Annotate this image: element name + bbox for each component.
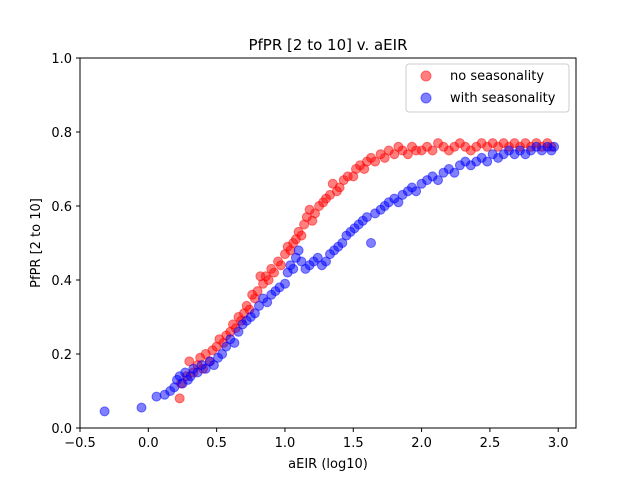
data-point-no-seasonality	[275, 260, 286, 271]
data-point-with-seasonality	[233, 326, 244, 337]
x-tick-label: 0.0	[138, 436, 159, 451]
y-tick-label: 0.4	[51, 274, 72, 289]
data-point-no-seasonality	[174, 393, 185, 404]
data-point-with-seasonality	[136, 402, 147, 413]
data-point-no-seasonality	[252, 286, 263, 297]
data-point-with-seasonality	[549, 141, 560, 152]
data-point-with-seasonality	[411, 186, 422, 197]
legend: no seasonality with seasonality	[405, 63, 570, 113]
data-point-with-seasonality	[229, 337, 240, 348]
data-point-with-seasonality	[361, 212, 372, 223]
data-point-no-seasonality	[402, 149, 413, 160]
y-axis-label: PfPR [2 to 10]	[29, 198, 44, 288]
legend-marker-with-seasonality	[420, 92, 432, 104]
data-point-no-seasonality	[379, 152, 390, 163]
chart-title: PfPR [2 to 10] v. aEIR	[248, 36, 407, 54]
y-tick-label: 0.0	[51, 422, 72, 437]
data-point-no-seasonality	[370, 156, 381, 167]
legend-label-no-seasonality: no seasonality	[450, 69, 544, 84]
data-point-with-seasonality	[312, 252, 323, 263]
x-tick-label: −0.5	[64, 436, 96, 451]
data-point-no-seasonality	[269, 267, 279, 278]
y-tick-label: 0.6	[51, 200, 72, 215]
y-tick-label: 0.2	[51, 348, 72, 363]
legend-label-with-seasonality: with seasonality	[450, 91, 556, 106]
y-tick-label: 1.0	[51, 52, 72, 67]
data-point-no-seasonality	[296, 230, 307, 241]
data-point-no-seasonality	[334, 182, 345, 193]
legend-marker-no-seasonality	[420, 70, 432, 82]
data-point-with-seasonality	[192, 367, 203, 378]
data-point-with-seasonality	[288, 263, 299, 274]
data-point-with-seasonality	[262, 297, 273, 308]
y-tick-label: 0.8	[51, 126, 72, 141]
x-tick-label: 0.5	[206, 436, 227, 451]
data-point-with-seasonality	[337, 238, 348, 248]
data-point-with-seasonality	[280, 278, 290, 289]
plot-frame	[79, 57, 577, 429]
data-point-no-seasonality	[427, 145, 438, 156]
data-point-with-seasonality	[433, 175, 443, 186]
data-point-no-seasonality	[389, 149, 400, 160]
x-tick-label: 2.5	[480, 436, 501, 451]
data-point-with-seasonality	[296, 256, 307, 267]
x-tick-label: 3.0	[548, 436, 569, 451]
x-axis-label: aEIR (log10)	[288, 457, 368, 472]
data-point-with-seasonality	[208, 360, 219, 371]
data-point-with-seasonality	[366, 238, 376, 248]
data-point-with-seasonality	[254, 300, 264, 311]
data-point-with-seasonality	[482, 156, 493, 167]
data-point-with-seasonality	[217, 349, 228, 359]
ticks-layer: −0.5 0.0 0.5 1.0 1.5 2.0 2.5 3.00.00.20.40.60.8…	[51, 52, 568, 451]
data-point-with-seasonality	[449, 167, 460, 178]
data-point-with-seasonality	[249, 308, 260, 319]
data-point-with-seasonality	[151, 391, 162, 402]
x-tick-label: 1.5	[343, 436, 364, 451]
data-point-with-seasonality	[221, 341, 232, 352]
x-tick-label: 1.0	[275, 436, 296, 451]
data-point-with-seasonality	[200, 363, 211, 374]
data-point-no-seasonality	[184, 356, 195, 367]
data-point-no-seasonality	[263, 275, 274, 285]
points-layer	[99, 138, 560, 417]
data-point-with-seasonality	[293, 245, 304, 256]
data-point-with-seasonality	[99, 406, 110, 417]
legend-box	[405, 63, 570, 113]
data-point-with-seasonality	[393, 197, 404, 208]
x-tick-label: 2.0	[411, 436, 432, 451]
data-point-no-seasonality	[310, 208, 320, 219]
